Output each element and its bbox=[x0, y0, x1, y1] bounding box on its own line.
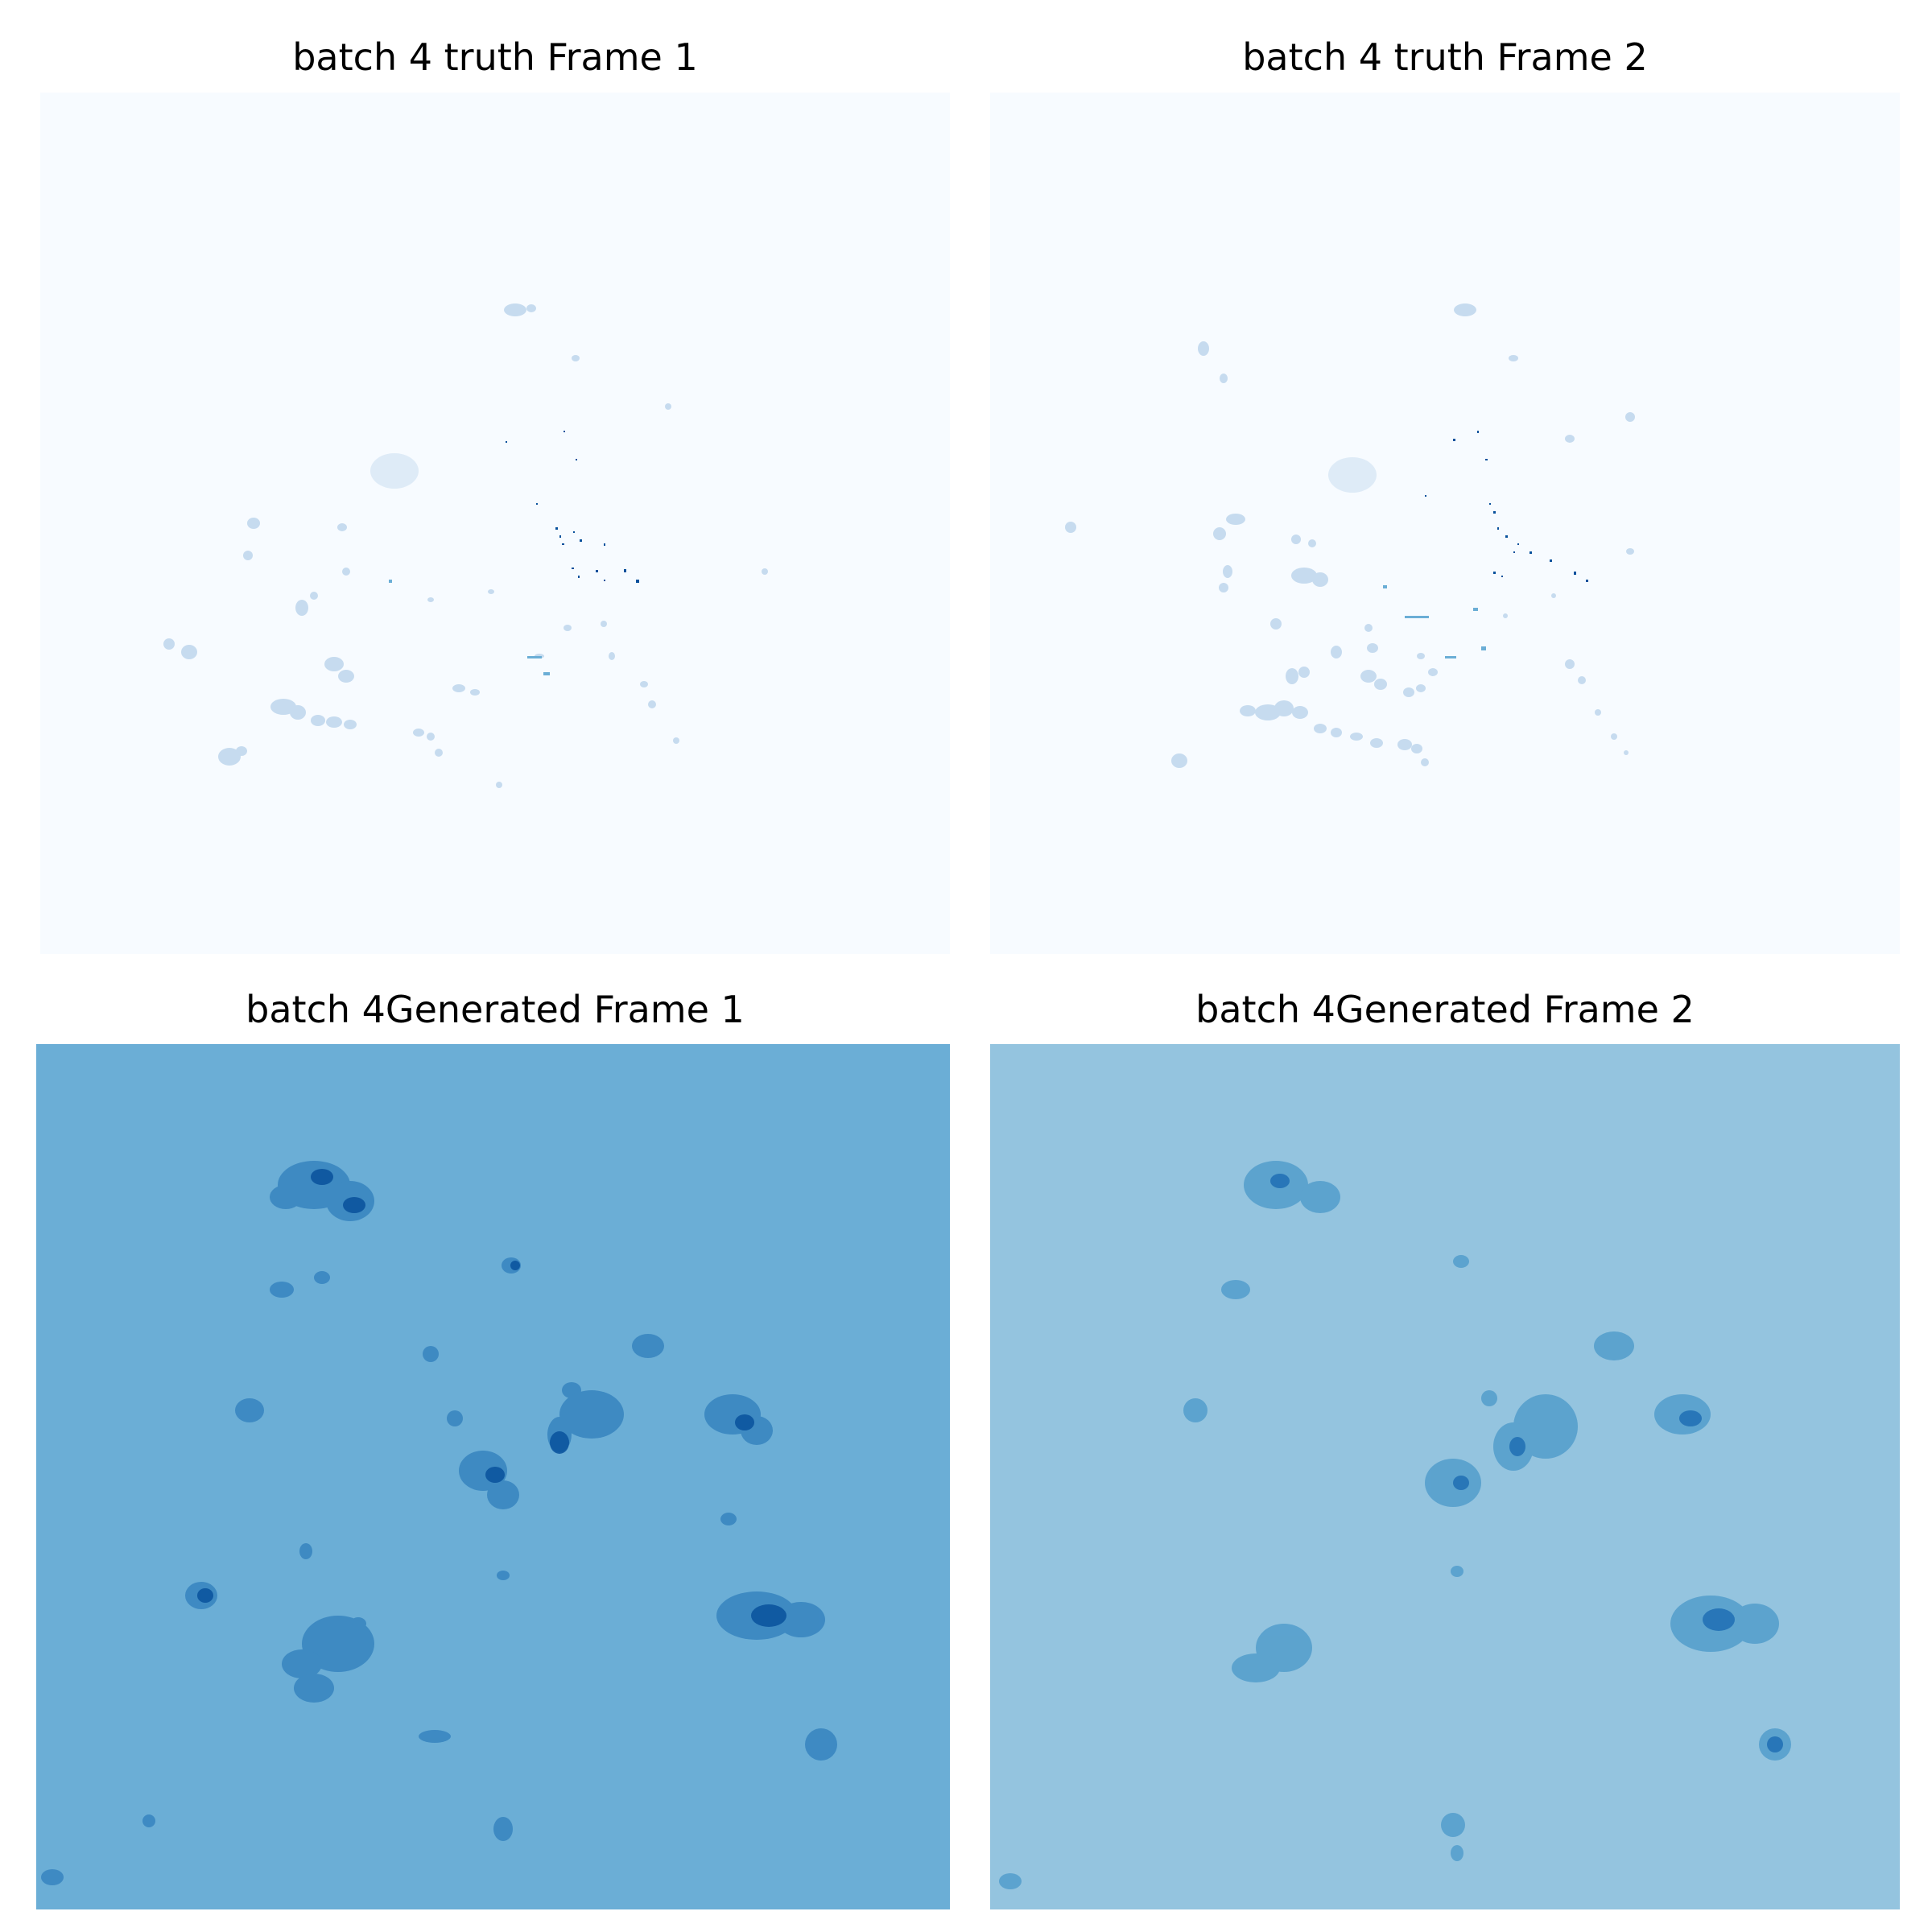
panel-generated-frame-2: batch 4Generated Frame 2 bbox=[986, 986, 1904, 1920]
heatmap-image bbox=[990, 93, 1900, 954]
heatmap-image bbox=[36, 1044, 950, 1909]
truth-frame-1-blobs bbox=[163, 303, 768, 788]
truth-frame-2-blobs bbox=[1065, 303, 1635, 768]
panel-generated-frame-1: batch 4Generated Frame 1 bbox=[36, 986, 954, 1920]
panel-truth-frame-2: batch 4 truth Frame 2 bbox=[986, 32, 1904, 962]
panel-title: batch 4Generated Frame 1 bbox=[246, 988, 745, 1031]
panel-title: batch 4 truth Frame 1 bbox=[292, 35, 698, 79]
heatmap-image bbox=[40, 93, 950, 954]
generated-frame-2-blobs bbox=[999, 1161, 1791, 1889]
panel-title: batch 4Generated Frame 2 bbox=[1195, 988, 1695, 1031]
panel-title: batch 4 truth Frame 2 bbox=[1242, 35, 1648, 79]
heatmap-image bbox=[990, 1044, 1900, 1909]
panel-truth-frame-1: batch 4 truth Frame 1 bbox=[36, 32, 954, 962]
generated-frame-1-blobs bbox=[41, 1161, 837, 1885]
